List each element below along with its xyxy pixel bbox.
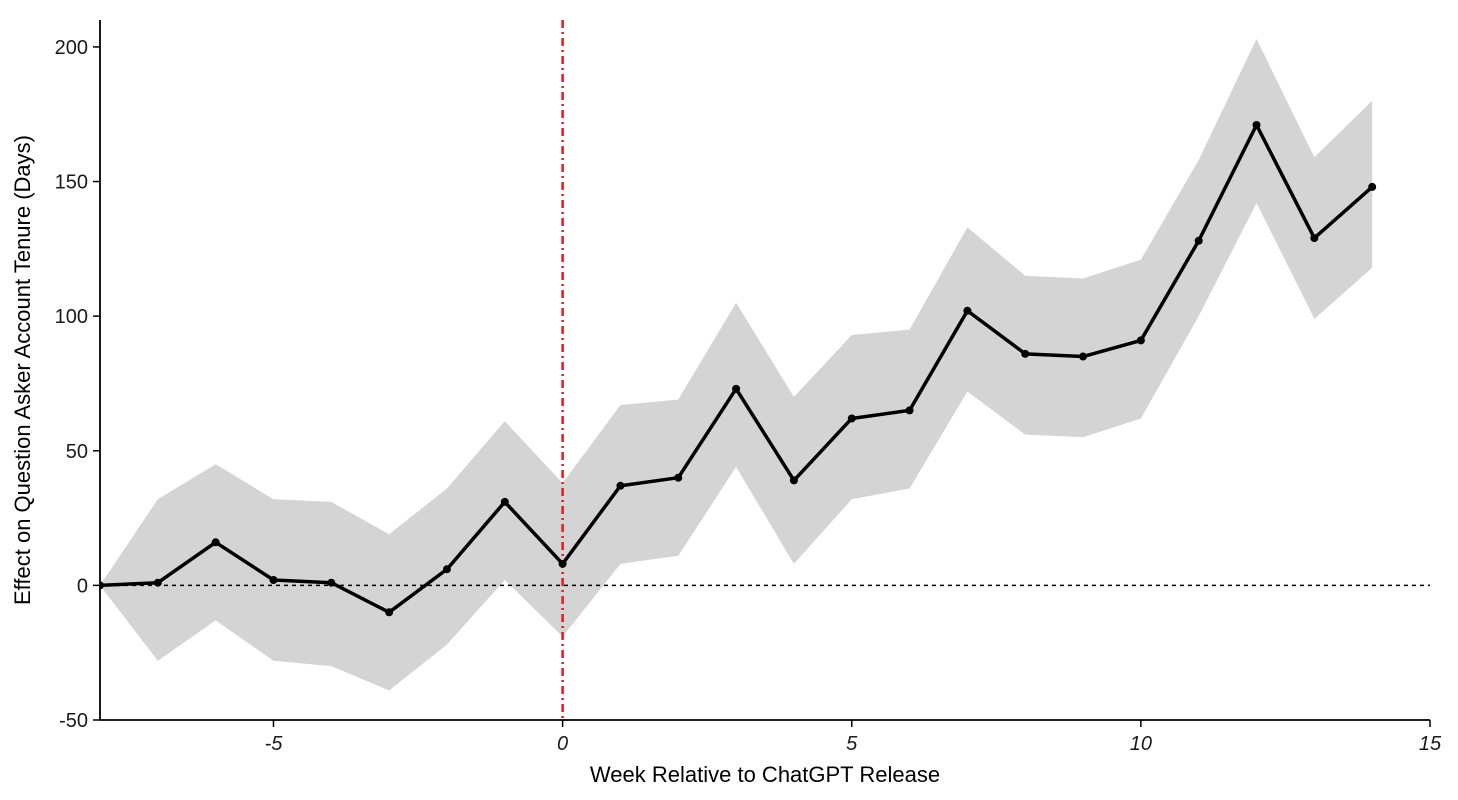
data-point xyxy=(1021,350,1029,358)
y-axis-title: Effect on Question Asker Account Tenure … xyxy=(10,135,35,605)
data-point xyxy=(269,576,277,584)
y-tick-label: -50 xyxy=(59,710,88,732)
data-point xyxy=(1137,336,1145,344)
data-point xyxy=(443,565,451,573)
data-point xyxy=(963,307,971,315)
y-tick-label: 0 xyxy=(77,575,88,597)
y-tick-label: 200 xyxy=(55,37,88,59)
data-point xyxy=(790,476,798,484)
x-tick-label: 15 xyxy=(1419,733,1442,755)
y-tick-label: 150 xyxy=(55,172,88,194)
data-point xyxy=(154,579,162,587)
x-tick-label: -5 xyxy=(265,733,284,755)
data-point xyxy=(848,414,856,422)
y-tick-label: 100 xyxy=(55,306,88,328)
x-tick-label: 0 xyxy=(557,733,568,755)
data-point xyxy=(385,608,393,616)
data-point xyxy=(501,498,509,506)
data-point xyxy=(732,385,740,393)
data-point xyxy=(212,538,220,546)
data-point xyxy=(327,579,335,587)
x-tick-label: 10 xyxy=(1130,733,1152,755)
data-point xyxy=(906,406,914,414)
event-study-chart: -5051015-50050100150200Week Relative to … xyxy=(0,0,1458,800)
data-point xyxy=(616,482,624,490)
data-point xyxy=(1310,234,1318,242)
data-point xyxy=(1195,237,1203,245)
data-point xyxy=(674,474,682,482)
data-point xyxy=(559,560,567,568)
x-axis-title: Week Relative to ChatGPT Release xyxy=(590,762,940,787)
data-point xyxy=(1253,121,1261,129)
y-tick-label: 50 xyxy=(66,441,88,463)
data-point xyxy=(1079,353,1087,361)
chart-svg: -5051015-50050100150200Week Relative to … xyxy=(0,0,1458,800)
x-tick-label: 5 xyxy=(846,733,858,755)
data-point xyxy=(1368,183,1376,191)
